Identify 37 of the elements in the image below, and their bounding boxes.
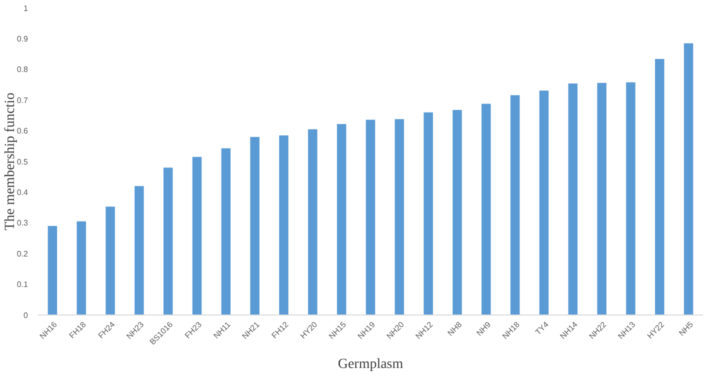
bar [452, 110, 462, 315]
y-axis-title: The membership functio [3, 92, 18, 230]
bar [568, 84, 578, 315]
bar [510, 95, 520, 315]
y-tick-label: 1 [24, 4, 29, 13]
y-tick-label: 0.8 [16, 65, 29, 74]
y-tick-label: 0.4 [16, 188, 29, 197]
bar [597, 82, 606, 315]
y-tick-label: 0.5 [16, 157, 29, 166]
bar [250, 136, 260, 315]
y-tick-label: 0.7 [16, 96, 29, 105]
bar [221, 148, 231, 315]
y-tick-label: 0.9 [16, 34, 29, 44]
bar [134, 186, 144, 315]
bar [626, 82, 636, 315]
y-tick-label: 0 [24, 310, 29, 320]
y-tick-label: 0.6 [16, 126, 29, 136]
y-tick-label: 0.3 [16, 218, 29, 228]
bar [655, 58, 664, 315]
bar [279, 135, 288, 315]
bar [48, 226, 58, 315]
y-tick-label: 0.1 [16, 280, 29, 290]
y-tick-label: 0.2 [16, 249, 29, 258]
bar [106, 206, 115, 315]
x-tick-label: TY4 [534, 320, 551, 337]
x-axis-title: Germplasm [338, 357, 404, 372]
bar [394, 119, 404, 315]
bar [192, 156, 202, 315]
bar [684, 43, 694, 315]
bar [163, 168, 173, 315]
bar [76, 221, 86, 315]
bar [539, 90, 549, 315]
bar [424, 112, 433, 315]
bar [308, 129, 318, 315]
bar [336, 124, 346, 315]
bar [482, 104, 491, 315]
bar [366, 120, 376, 315]
